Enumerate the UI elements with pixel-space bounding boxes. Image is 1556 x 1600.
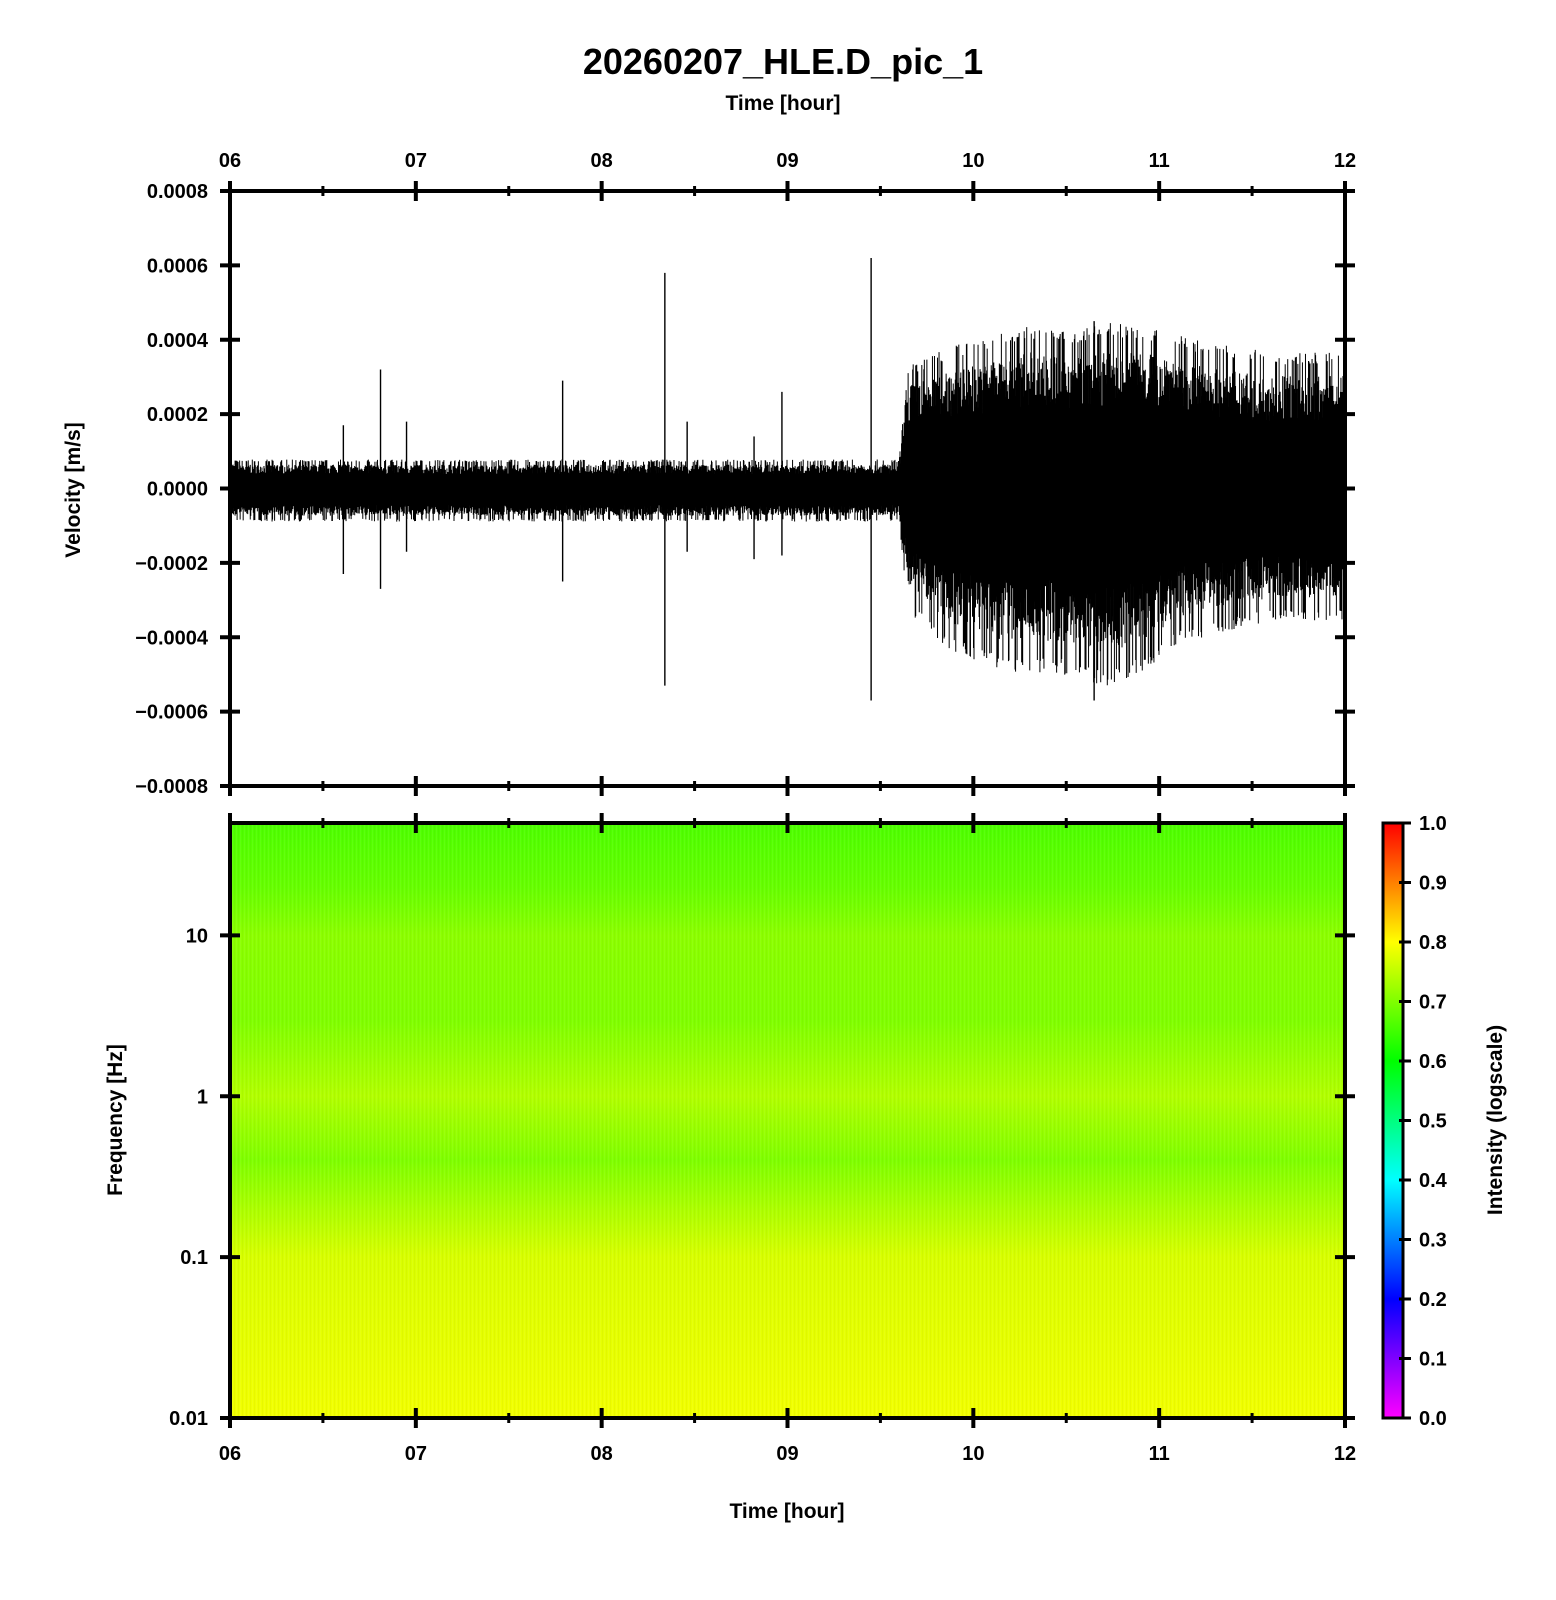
waveform-top-tick-label: 07 (405, 150, 427, 172)
spectrogram-xtick-label: 06 (219, 1443, 241, 1465)
spectrogram-xaxis-ticks: 06 07 08 09 10 11 12 (219, 813, 1356, 1465)
waveform-ytick-label: 0.0006 (147, 255, 208, 277)
waveform-ytick-label: 0.0004 (147, 330, 209, 352)
colorbar-tick-label: 0.4 (1419, 1170, 1448, 1192)
spectrogram-yaxis-ticks: 10 1 0.1 0.01 (169, 925, 1355, 1430)
waveform-ytick-label: 0.0000 (147, 479, 208, 501)
colorbar-tick-label: 0.9 (1419, 873, 1447, 895)
spectrogram-ytick-label: 1 (197, 1086, 208, 1108)
waveform-top-tick-label: 11 (1149, 150, 1170, 172)
waveform-top-tick-label: 10 (962, 150, 984, 172)
colorbar-tick-label: 0.5 (1419, 1111, 1447, 1133)
waveform-yaxis-ticks: 0.0008 0.0006 0.0004 0.0002 0.0000 −0.0002 −0.… (135, 181, 1355, 798)
colorbar-tick-label: 0.7 (1419, 992, 1447, 1014)
colorbar: 1.0 0.9 0.8 0.7 0.6 0.5 0.4 0.3 0.2 0.1 0.0 Intens… (1381, 813, 1507, 1430)
spectrogram-texture (230, 823, 1345, 1418)
waveform-ytick-label: −0.0002 (135, 553, 208, 575)
spectrogram-ytick-label: 0.01 (169, 1408, 208, 1430)
colorbar-tick-label: 0.0 (1419, 1408, 1447, 1430)
waveform-ytick-label: −0.0006 (135, 702, 208, 724)
waveform-top-tick-label: 12 (1334, 150, 1356, 172)
spectrogram-yaxis-label: Frequency [Hz] (104, 1044, 127, 1196)
spectrogram-xtick-label: 10 (962, 1443, 984, 1465)
spectrogram-xtick-label: 07 (405, 1443, 427, 1465)
colorbar-tick-label: 0.1 (1419, 1349, 1447, 1371)
spectrogram-xtick-label: 12 (1334, 1443, 1356, 1465)
colorbar-tick-label: 0.6 (1419, 1051, 1447, 1073)
colorbar-ticks: 1.0 0.9 0.8 0.7 0.6 0.5 0.4 0.3 0.2 0.1 0.0 (1399, 813, 1448, 1430)
colorbar-tick-label: 1.0 (1419, 813, 1447, 835)
waveform-yaxis-label: Velocity [m/s] (62, 422, 85, 557)
spectrogram-xaxis-label: Time [hour] (729, 1500, 844, 1523)
spectrogram-ytick-label: 10 (186, 925, 208, 947)
spectrogram-xtick-label: 11 (1149, 1443, 1170, 1465)
spectrogram-ytick-label: 0.1 (180, 1247, 208, 1269)
colorbar-tick-label: 0.2 (1419, 1289, 1447, 1311)
colorbar-tick-label: 0.3 (1419, 1230, 1447, 1252)
waveform-trace (229, 323, 1346, 686)
waveform-ytick-label: −0.0008 (135, 776, 208, 798)
waveform-ytick-label: 0.0002 (147, 404, 208, 426)
waveform-top-tick-label: 08 (591, 150, 613, 172)
waveform-top-tick-label: 06 (219, 150, 241, 172)
waveform-ytick-label: 0.0008 (147, 181, 208, 203)
chart-title: 20260207_HLE.D_pic_1 (583, 41, 983, 82)
waveform-panel: 06 07 08 09 10 11 12 0.00080.00060.00040.00020… (62, 150, 1356, 798)
waveform-top-tick-label: 09 (776, 150, 798, 172)
spectrogram-panel: 06 07 08 09 10 11 12 10 1 0.1 0.01 Time [hour] Fr… (104, 813, 1356, 1523)
spectrogram-xtick-label: 09 (776, 1443, 798, 1465)
colorbar-tick-label: 0.8 (1419, 932, 1447, 954)
waveform-plot-area (229, 257, 1346, 701)
waveform-top-ticks: 06 07 08 09 10 11 12 (219, 150, 1356, 796)
colorbar-label: Intensity (logscale) (1484, 1025, 1507, 1215)
top-xaxis-label: Time [hour] (725, 92, 840, 115)
waveform-ytick-label: −0.0004 (135, 627, 209, 649)
spectrogram-xtick-label: 08 (591, 1443, 613, 1465)
